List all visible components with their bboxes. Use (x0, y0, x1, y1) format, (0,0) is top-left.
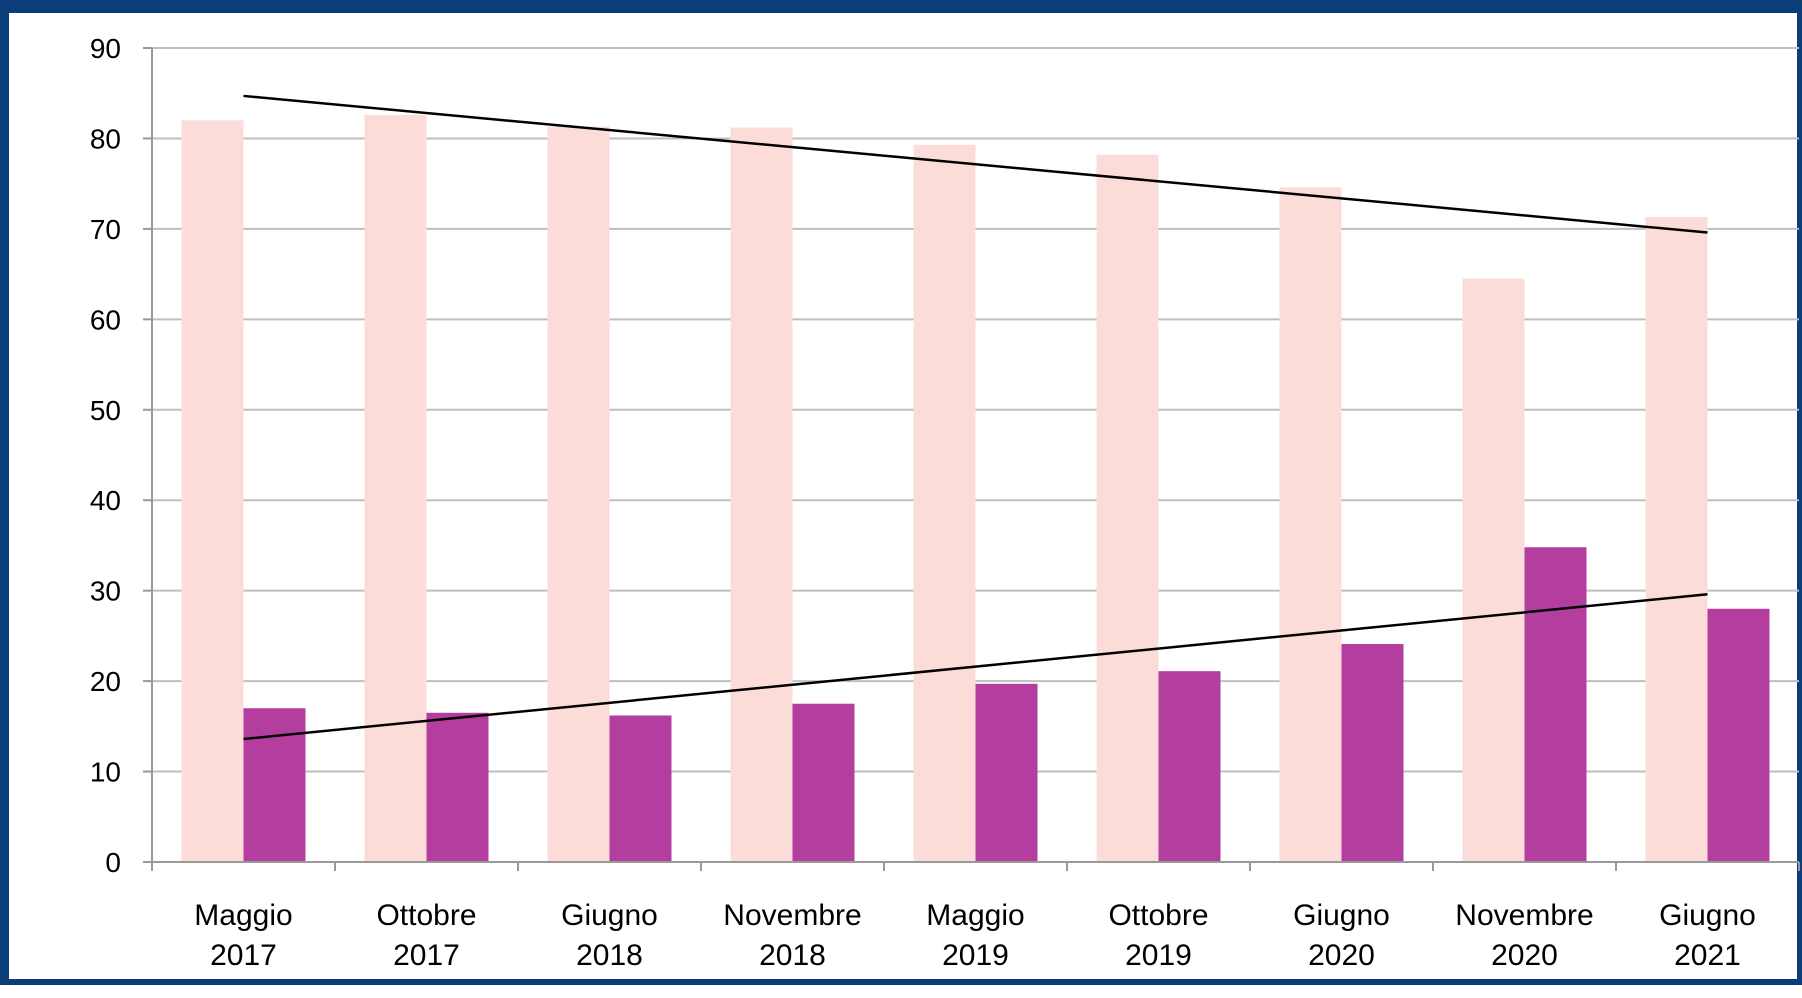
bar-series-2 (975, 683, 1038, 862)
x-category-label-line: 2019 (942, 939, 1009, 972)
bar-series-1 (1096, 154, 1159, 863)
x-category-label: Giugno 2020 (1293, 899, 1390, 972)
trendline-series-2 (243, 593, 1708, 741)
bar-series-1 (1462, 278, 1525, 863)
y-axis-tick-labels: 0 10 20 30 40 50 60 70 80 90 (90, 33, 121, 878)
x-category-label-line: Novembre (723, 899, 861, 932)
y-tick-label: 70 (90, 214, 121, 245)
bar-series-1 (547, 126, 610, 863)
x-category-label-line: Ottobre (376, 899, 476, 932)
bar-series-1 (364, 114, 427, 862)
x-category-label-line: 2017 (393, 939, 460, 972)
x-category-label: Maggio 2019 (926, 899, 1024, 972)
y-tick-label: 10 (90, 757, 121, 788)
x-category-label-line: 2020 (1308, 939, 1375, 972)
bar-series-2 (609, 715, 672, 862)
x-category-label-line: Novembre (1455, 899, 1593, 932)
x-category-label: Ottobre 2019 (1108, 899, 1208, 972)
axes (143, 47, 1800, 871)
bar-series-2 (1158, 671, 1221, 862)
y-tick-label: 0 (105, 847, 121, 878)
x-category-label: Giugno 2021 (1659, 899, 1756, 972)
bar-series-2 (792, 703, 855, 862)
y-tick-label: 50 (90, 395, 121, 426)
trendlines (243, 94, 1708, 741)
bar-series-2 (1707, 608, 1770, 862)
bar-series-1 (730, 127, 793, 862)
x-category-label-line: Giugno (1293, 899, 1390, 932)
bar-chart: 0 10 20 30 40 50 60 70 80 90 Maggio 2017 Ottobre 201… (90, 33, 1800, 972)
y-tick-label: 90 (90, 33, 121, 64)
x-category-label-line: 2018 (759, 939, 826, 972)
y-tick-label: 80 (90, 123, 121, 154)
x-category-label: Giugno 2018 (561, 899, 658, 972)
bar-series-2 (1341, 644, 1404, 862)
x-category-label-line: Maggio (926, 899, 1024, 932)
bar-series-1 (1279, 187, 1342, 863)
bar-series-1 (181, 120, 244, 863)
x-axis-category-labels: Maggio 2017 Ottobre 2017 Giugno 2018 Novembre 2… (194, 899, 1756, 972)
x-category-label-line: 2018 (576, 939, 643, 972)
x-category-label: Ottobre 2017 (376, 899, 476, 972)
bar-series-2 (1524, 547, 1587, 862)
x-category-label-line: Maggio (194, 899, 292, 932)
y-tick-label: 30 (90, 576, 121, 607)
bar-series-2 (243, 708, 306, 862)
x-category-label: Maggio 2017 (194, 899, 292, 972)
x-category-label-line: 2019 (1125, 939, 1192, 972)
x-category-label-line: 2021 (1674, 939, 1741, 972)
bar-series-1 (913, 144, 976, 862)
y-tick-label: 20 (90, 666, 121, 697)
y-tick-label: 40 (90, 485, 121, 516)
bar-series-2 (426, 712, 489, 862)
x-category-label-line: Giugno (561, 899, 658, 932)
y-tick-label: 60 (90, 304, 121, 335)
bars (181, 114, 1770, 863)
x-category-label-line: 2017 (210, 939, 277, 972)
bar-series-1 (1645, 217, 1708, 862)
x-category-label: Novembre 2018 (723, 899, 861, 972)
x-category-label-line: 2020 (1491, 939, 1558, 972)
x-category-label-line: Ottobre (1108, 899, 1208, 932)
trendline-series-1 (243, 94, 1708, 234)
x-category-label: Novembre 2020 (1455, 899, 1593, 972)
x-category-label-line: Giugno (1659, 899, 1756, 932)
